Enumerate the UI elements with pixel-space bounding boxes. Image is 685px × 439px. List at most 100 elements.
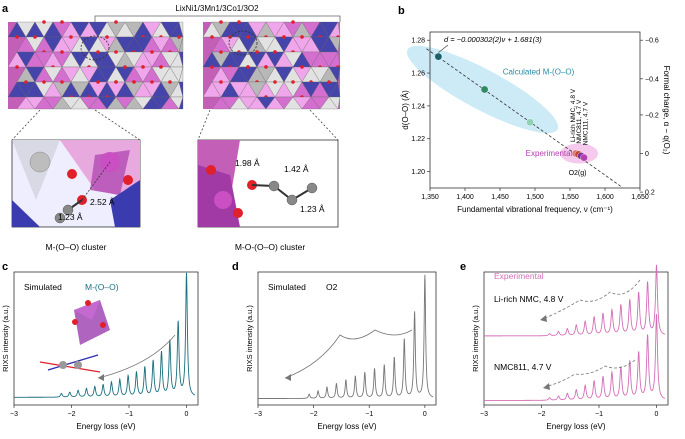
plot-frame <box>483 271 669 406</box>
octahedron <box>328 96 341 110</box>
oxygen-atom <box>228 35 232 39</box>
x-tick-label: −3 <box>480 411 488 418</box>
data-point-teal-1 <box>434 52 443 61</box>
oxygen-atom <box>273 80 277 84</box>
oxygen-atom <box>141 65 145 69</box>
label-species: M-(O–O) <box>85 282 119 292</box>
oxygen-atom <box>15 65 19 69</box>
oxygen-atom <box>210 65 214 69</box>
oxygen-atom <box>264 65 268 69</box>
octahedron <box>328 66 341 83</box>
octahedron <box>178 96 184 110</box>
x-tick-label: 1,450 <box>491 194 509 201</box>
oxygen-atom <box>237 20 241 24</box>
panel-e-letter: e <box>460 261 466 273</box>
octahedron-face <box>74 300 100 320</box>
oxygen-atom <box>105 35 109 39</box>
y2-tick-label: −0.4 <box>645 76 659 83</box>
label-simulated: Simulated <box>268 282 306 292</box>
octahedron <box>178 21 184 38</box>
x-tick-label: 1,600 <box>596 194 614 201</box>
trend-arrow <box>284 329 413 379</box>
zoom-line-left-2 <box>94 109 141 141</box>
label-calculated: Calculated M-(O–O) <box>503 68 575 77</box>
oxygen-atom <box>42 20 46 24</box>
y2-tick-label: 0.2 <box>645 190 655 197</box>
trend-arrowhead-top <box>540 315 547 322</box>
x-axis-label: Energy loss (eV) <box>546 422 605 431</box>
y-axis-label: RIXS intensity (a.u.) <box>471 305 480 372</box>
label-simulated: Simulated <box>24 282 62 292</box>
trend-arrowhead <box>285 374 291 381</box>
zoom-line-right-1 <box>197 109 211 141</box>
panel-d-letter: d <box>232 261 239 273</box>
oxygen-atom <box>132 80 136 84</box>
oxygen-atom <box>60 80 64 84</box>
octahedron <box>178 81 184 98</box>
rixs-chart-d: −3 −2 −1 0 Energy loss (eV) RIXS intensity (a… <box>245 271 437 431</box>
oxygen-atom <box>177 35 181 39</box>
panel-b-letter: b <box>398 5 405 17</box>
inset-right: 1.98 Å 1.42 Å 1.23 Å <box>197 139 339 228</box>
label-nmc811: NMC811, 4.7 V <box>576 99 583 144</box>
trend-arrowhead-bottom <box>543 383 550 390</box>
y-tick-label: 1.24 <box>411 103 425 110</box>
x-tick-label: −2 <box>68 411 76 418</box>
oxygen-atom <box>273 50 277 54</box>
bond-left-2-52: 2.52 Å <box>90 197 115 207</box>
bond-right-1-42: 1.42 Å <box>284 164 309 174</box>
oxygen-atom <box>114 20 118 24</box>
caption-mo-cluster: M-(O–O) cluster <box>46 242 107 252</box>
oxygen-atom <box>300 65 304 69</box>
vector-blue <box>47 354 99 371</box>
spectrum-o2 <box>258 274 434 399</box>
x-axis-label: Energy loss (eV) <box>76 422 135 431</box>
oxygen-atom <box>33 35 37 39</box>
rixs-chart-c: −3 −2 −1 0 Energy loss (eV) RIXS intensity (a… <box>1 271 199 431</box>
label-experimental: Experimental <box>526 149 573 158</box>
panel-c: c −3 −2 −1 0 Energy loss (eV) RIXS intensity … <box>1 261 199 431</box>
oxygen-atom <box>246 35 250 39</box>
title-bracket <box>94 15 341 22</box>
highlight-circle-right <box>228 30 258 56</box>
y-tick-label: 1.22 <box>411 136 425 143</box>
x-tick-label: 0 <box>185 411 189 418</box>
oxygen-atom <box>159 65 163 69</box>
y2-tick-label: −0.6 <box>645 38 659 45</box>
oxygen-atom <box>60 20 64 24</box>
bond-left-1-23: 1.23 Å <box>58 212 83 222</box>
oxygen-atom <box>246 65 250 69</box>
oxygen-atom <box>150 50 154 54</box>
oxygen-atom <box>168 80 172 84</box>
oxygen-atom <box>60 50 64 54</box>
data-point-teal-2 <box>480 85 489 94</box>
oxygen-atom <box>85 300 91 306</box>
octahedron <box>178 51 184 68</box>
label-experimental: Experimental <box>494 271 544 281</box>
data-point-o2-gas <box>580 153 588 162</box>
x-axis-label: Fundamental vibrational frequency, ν (cm… <box>457 205 613 214</box>
oxygen-atom <box>114 80 118 84</box>
spectrum-li-rich <box>484 264 666 337</box>
x-tick-label: −3 <box>10 411 18 418</box>
x-tick-label: −1 <box>365 411 373 418</box>
y-tick-label: 1.26 <box>411 71 425 78</box>
label-li-rich: Li-rich NMC, 4.8 V <box>494 294 564 304</box>
bond-right-1-23: 1.23 Å <box>300 204 325 214</box>
oxygen-atom <box>100 322 106 328</box>
equation-pointer <box>438 44 449 53</box>
scatter-chart-b: 1,350 1,400 1,450 1,500 1,550 1,600 1,650 1.20 1… <box>401 31 671 214</box>
x-tick-label: −1 <box>125 411 133 418</box>
oxygen-atom <box>42 80 46 84</box>
panel-b: b 1,350 1,400 1,450 1,500 1,550 1,600 1,650 1.2… <box>398 5 671 214</box>
oxygen-atom <box>300 35 304 39</box>
zoom-line-right-2 <box>309 109 339 141</box>
y-axis-label: d(O–O) (Å) <box>401 90 410 130</box>
oxygen-atom <box>219 20 223 24</box>
oxygen-atom <box>24 80 28 84</box>
fit-line <box>426 48 623 188</box>
data-point-teal-3 <box>526 118 534 127</box>
trend-arrow <box>97 334 176 379</box>
x-tick-label: 0 <box>423 411 427 418</box>
